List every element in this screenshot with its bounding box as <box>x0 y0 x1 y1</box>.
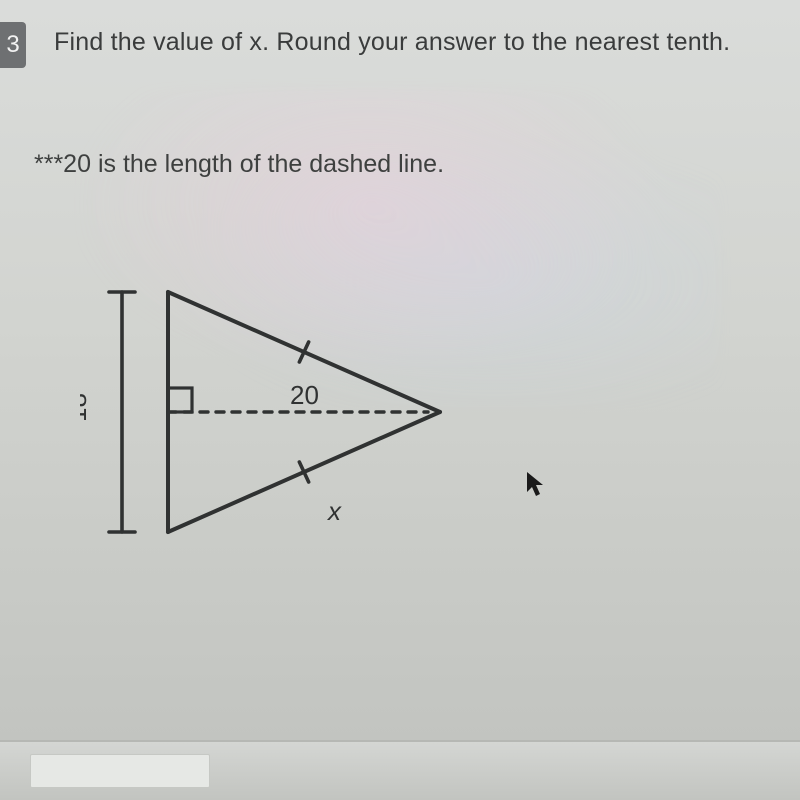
svg-text:x: x <box>326 496 342 526</box>
toolbar-slot <box>30 754 210 788</box>
svg-text:20: 20 <box>290 380 319 410</box>
question-text: Find the value of x. Round your answer t… <box>54 28 780 57</box>
question-number: 3 <box>6 31 19 58</box>
dashed-line-note: ***20 is the length of the dashed line. <box>34 150 444 179</box>
cursor-icon <box>525 470 547 500</box>
svg-text:18: 18 <box>80 393 92 422</box>
worksheet-page: 3 Find the value of x. Round your answer… <box>0 0 800 800</box>
question-number-badge: 3 <box>0 22 26 68</box>
triangle-figure: 18 20 x <box>80 270 500 590</box>
bottom-toolbar <box>0 740 800 800</box>
